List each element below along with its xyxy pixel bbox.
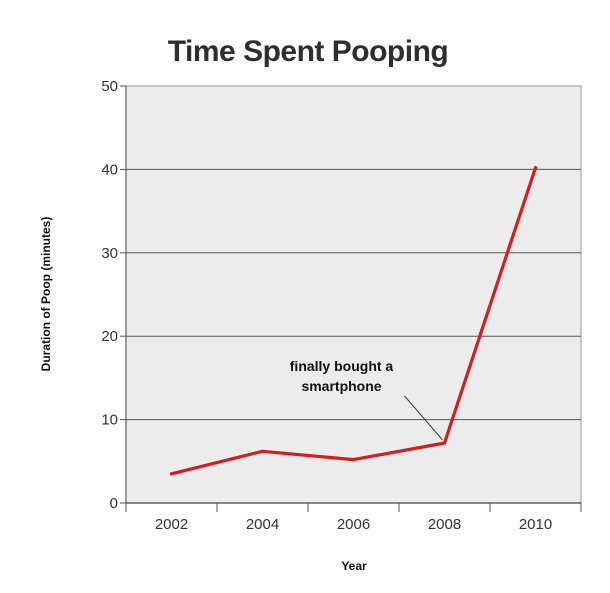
data-point — [260, 449, 265, 453]
x-tick-label: 2008 — [428, 516, 461, 533]
data-point — [442, 441, 447, 445]
annotation-layer: finally bought a smartphone — [290, 358, 443, 441]
y-axis-label: Duration of Poop (minutes) — [39, 217, 53, 372]
data-point — [533, 166, 538, 170]
y-tick-label: 40 — [101, 161, 118, 178]
x-tick-label: 2002 — [155, 516, 188, 533]
y-tick-label: 30 — [101, 245, 118, 262]
x-tick-label: 2010 — [519, 516, 552, 533]
annotation-leader-line — [404, 395, 443, 441]
axes — [125, 86, 581, 512]
x-tick-label: 2006 — [337, 516, 370, 533]
annotation-text-line: finally bought a — [290, 358, 394, 374]
x-tick-label: 2004 — [246, 516, 279, 533]
y-tick-label: 10 — [101, 412, 118, 429]
y-tick-label: 20 — [101, 328, 118, 345]
annotation-text-line: smartphone — [301, 378, 381, 394]
data-point — [169, 472, 174, 476]
data-point — [351, 458, 356, 462]
grid-lines — [126, 168, 581, 421]
y-tick-label: 0 — [110, 495, 118, 512]
y-axis-ticks: 0 10 20 30 40 50 — [101, 78, 126, 512]
chart-title: Time Spent Pooping — [168, 35, 448, 68]
x-axis-ticks: 2002 2004 2006 2008 2010 — [125, 503, 582, 533]
y-tick-label: 50 — [101, 78, 118, 95]
series-layer — [169, 166, 538, 476]
x-axis-label: Year — [341, 559, 367, 573]
plot-area — [125, 85, 582, 504]
